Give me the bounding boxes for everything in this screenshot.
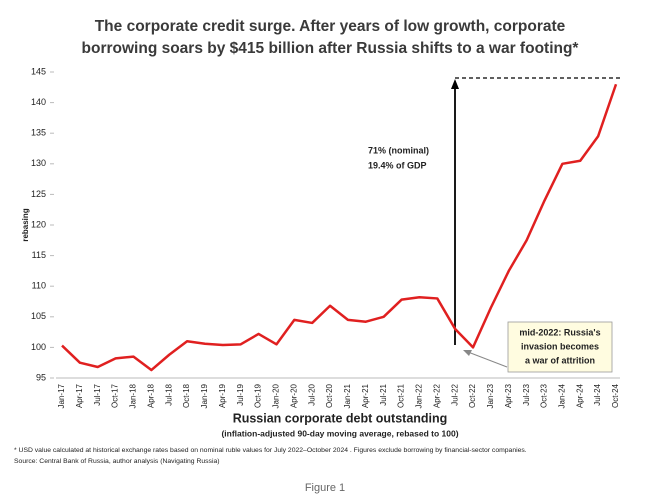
annotation-box	[507, 321, 613, 373]
x-tick-label: Jan-18	[129, 383, 138, 408]
x-tick-label: Jan-17	[57, 383, 66, 408]
y-tick-label: 105	[31, 311, 46, 321]
source: Source: Central Bank of Russia, author a…	[14, 458, 220, 465]
x-tick-label: Apr-22	[432, 383, 441, 408]
x-tick-label: Jul-22	[450, 383, 459, 405]
x-tick-label: Jul-20	[307, 383, 316, 405]
x-tick-label: Oct-19	[254, 383, 263, 408]
x-tick-label: Apr-23	[504, 383, 513, 408]
x-tick-label: Jul-18	[164, 383, 173, 405]
x-tick-label: Apr-21	[361, 383, 370, 408]
x-tick-label: Jul-21	[379, 383, 388, 405]
pointer	[467, 351, 508, 368]
chart-title: The corporate credit surge. After years …	[95, 18, 566, 35]
y-tick-label: 140	[31, 97, 46, 107]
x-tick-label: Jan-19	[200, 383, 209, 408]
x-tick-label: Oct-21	[397, 383, 406, 408]
x-tick-label: Apr-18	[146, 383, 155, 408]
y-tick-label: 115	[32, 250, 46, 260]
x-tick-label: Jul-24	[593, 383, 602, 405]
x-axis-sublabel: (inflation-adjusted 90-day moving averag…	[221, 428, 458, 438]
x-tick-label: Oct-18	[182, 383, 191, 408]
x-axis-label: Russian corporate debt outstanding	[233, 411, 448, 425]
y-tick-label: 120	[31, 219, 46, 229]
annotation: 71% (nominal)	[368, 145, 429, 155]
caption: Figure 1	[305, 482, 345, 494]
x-tick-label: Apr-17	[75, 383, 84, 408]
x-tick-label: Apr-20	[289, 383, 298, 408]
y-tick-label: 145	[31, 66, 46, 76]
x-tick-label: Apr-24	[575, 383, 584, 408]
x-tick-label: Jan-22	[415, 383, 424, 408]
x-tick-label: Oct-24	[611, 383, 620, 408]
arrow-head	[451, 79, 459, 89]
x-tick-label: Jul-17	[93, 383, 102, 405]
y-tick-label: 95	[36, 372, 46, 382]
y-tick-label: 100	[31, 342, 46, 352]
x-tick-label: Oct-23	[540, 383, 549, 408]
x-tick-label: Jan-23	[486, 383, 495, 408]
annotation: 19.4% of GDP	[368, 160, 427, 170]
x-tick-label: Jul-23	[522, 383, 531, 405]
x-tick-label: Jan-21	[343, 383, 352, 408]
annotation: mid-2022: Russia's	[519, 327, 600, 337]
x-tick-label: Oct-22	[468, 383, 477, 408]
y-tick-label: 135	[31, 128, 46, 138]
data-line	[61, 83, 618, 372]
pointer-head	[463, 350, 472, 356]
y-tick-label: 110	[32, 281, 46, 291]
chart-title: borrowing soars by $415 billion after Ru…	[82, 40, 580, 57]
x-tick-label: Oct-17	[111, 383, 120, 408]
annotation: invasion becomes	[521, 341, 599, 351]
y-tick-label: 130	[31, 158, 46, 168]
y-tick-label: 125	[31, 189, 46, 199]
x-tick-label: Oct-20	[325, 383, 334, 408]
x-tick-label: Jan-24	[557, 383, 566, 408]
x-tick-label: Apr-19	[218, 383, 227, 408]
footnote: * USD value calculated at historical exc…	[14, 447, 527, 454]
y-axis-label: rebasing	[21, 208, 30, 241]
annotation: a war of attrition	[525, 355, 595, 365]
x-tick-label: Jul-19	[236, 383, 245, 405]
x-tick-label: Jan-20	[272, 383, 281, 408]
